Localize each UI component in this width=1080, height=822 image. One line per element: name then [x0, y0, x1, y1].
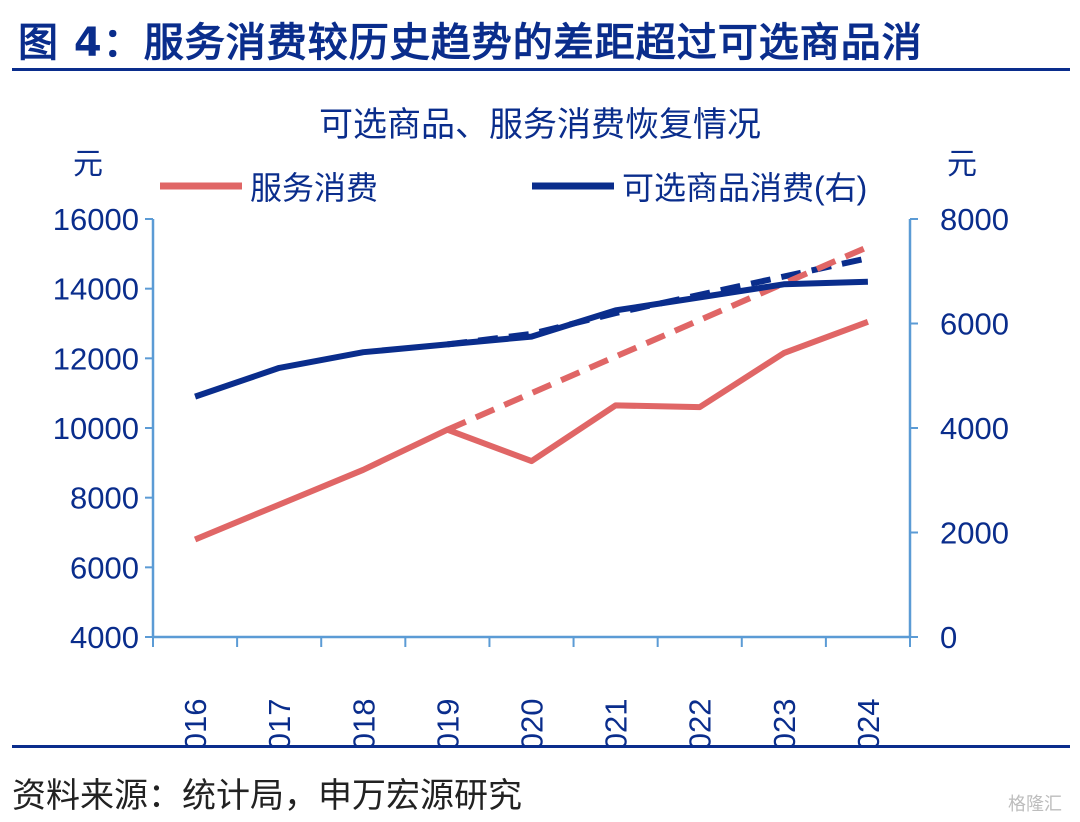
goods-line	[194, 278, 868, 400]
watermark: 格隆汇	[1008, 794, 1062, 815]
legend-label-services: 服务消费	[250, 170, 378, 206]
services-line	[193, 318, 869, 543]
right-axis-tick-label: 0	[940, 620, 957, 655]
legend-label-goods: 可选商品消费(右)	[622, 170, 867, 206]
top-rule	[12, 68, 1070, 71]
figure-title: 图 4：服务消费较历史趋势的差距超过可选商品消	[18, 20, 923, 66]
source-note: 资料来源：统计局，申万宏源研究	[12, 776, 522, 816]
x-axis-tick-label: 2018	[346, 699, 381, 745]
x-axis-tick-label: 2016	[178, 699, 213, 745]
series-layer	[193, 244, 870, 543]
x-axis-tick-label: 2023	[767, 699, 802, 745]
services-trend-line	[446, 244, 870, 433]
right-axis-tick-label: 4000	[940, 411, 1009, 446]
chart-title: 可选商品、服务消费恢复情况	[319, 106, 761, 144]
legend: 服务消费 可选商品消费(右)	[160, 170, 867, 206]
left-axis-tick-label: 8000	[70, 481, 139, 516]
axes: 4000 6000 8000 10000 12000 14000 16000 0 2000 400…	[53, 202, 1009, 745]
x-axis-tick-label: 2019	[430, 699, 465, 745]
x-axis-tick-label: 2021	[599, 699, 634, 745]
left-axis-tick-label: 10000	[53, 411, 139, 446]
left-axis-tick-label: 12000	[53, 341, 139, 376]
x-axis-tick-label: 2017	[262, 699, 297, 745]
right-axis-tick-label: 2000	[940, 516, 1009, 551]
left-axis-tick-label: 4000	[70, 620, 139, 655]
bottom-rule	[12, 745, 1070, 748]
left-axis-tick-label: 6000	[70, 550, 139, 585]
x-axis-tick-label: 2020	[515, 699, 550, 745]
left-unit-label: 元	[73, 148, 103, 181]
right-axis-tick-label: 6000	[940, 307, 1009, 342]
right-axis-tick-label: 8000	[940, 202, 1009, 237]
right-unit-label: 元	[947, 148, 977, 181]
left-axis-tick-label: 16000	[53, 202, 139, 237]
x-axis-tick-label: 2022	[683, 699, 718, 745]
left-axis-tick-label: 14000	[53, 272, 139, 307]
chart: 可选商品、服务消费恢复情况 元 元 服务消费 可选商品消费(右) 4000 600…	[53, 106, 1009, 745]
x-axis-tick-label: 2024	[851, 699, 886, 745]
